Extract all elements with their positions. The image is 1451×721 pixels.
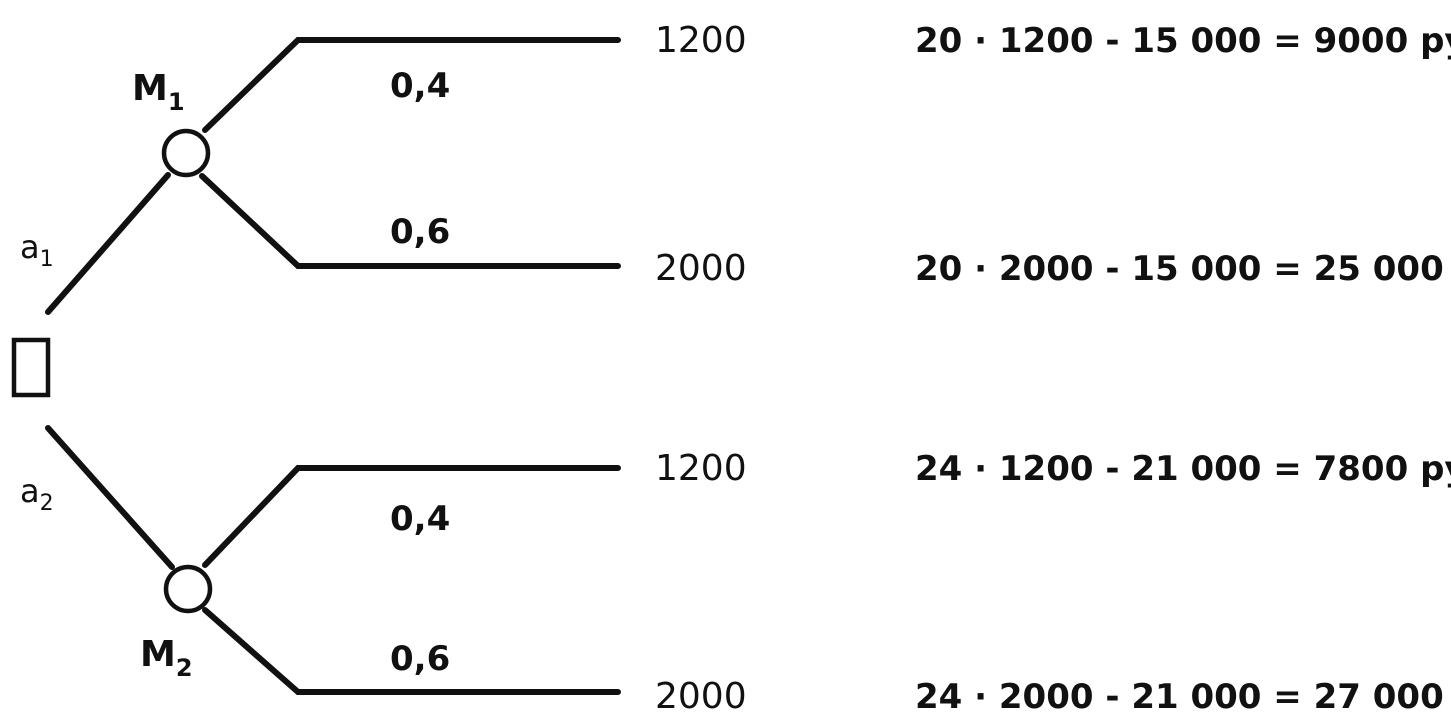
demand-value: 2000 — [655, 676, 747, 717]
probability-label: 0,6 — [390, 212, 450, 252]
payoff-calculation: 20 · 1200 - 15 000 = 9000 руб. — [915, 21, 1451, 61]
edge-a2 — [45, 425, 175, 570]
chance-label-m2: M2 — [140, 634, 193, 682]
payoff-calculation: 24 · 1200 - 21 000 = 7800 руб. — [915, 449, 1451, 489]
alternative-a1-sub: 1 — [40, 247, 54, 272]
edge-m2-lower — [202, 607, 621, 695]
chance-m2-sub: 2 — [176, 654, 193, 682]
chance-m2-base: M — [140, 634, 176, 675]
demand-value: 2000 — [655, 248, 747, 289]
probability-label: 0,4 — [390, 499, 450, 539]
decision-node — [11, 337, 51, 398]
edge-m1-lower — [199, 173, 621, 269]
alternative-a2-base: a — [20, 472, 40, 510]
demand-value: 1200 — [655, 448, 747, 489]
chance-m1-base: M — [132, 68, 168, 109]
edge-m1-upper — [202, 37, 621, 133]
chance-node-m2 — [163, 564, 213, 614]
payoff-calculation: 24 · 2000 - 21 000 = 27 000 руб. — [915, 677, 1451, 717]
payoff-calculation: 20 · 2000 - 15 000 = 25 000 руб. — [915, 249, 1451, 289]
chance-node-m1 — [161, 128, 211, 178]
alternative-a2-sub: 2 — [40, 491, 54, 516]
edge-a1 — [45, 172, 171, 315]
chance-label-m1: M1 — [132, 68, 185, 116]
probability-label: 0,4 — [390, 66, 450, 106]
alternative-label-a2: a2 — [20, 472, 54, 516]
chance-m1-sub: 1 — [168, 88, 185, 116]
alternative-a1-base: a — [20, 228, 40, 266]
edge-m2-upper — [202, 465, 621, 568]
alternative-label-a1: a1 — [20, 228, 54, 272]
probability-label: 0,6 — [390, 639, 450, 679]
demand-value: 1200 — [655, 20, 747, 61]
